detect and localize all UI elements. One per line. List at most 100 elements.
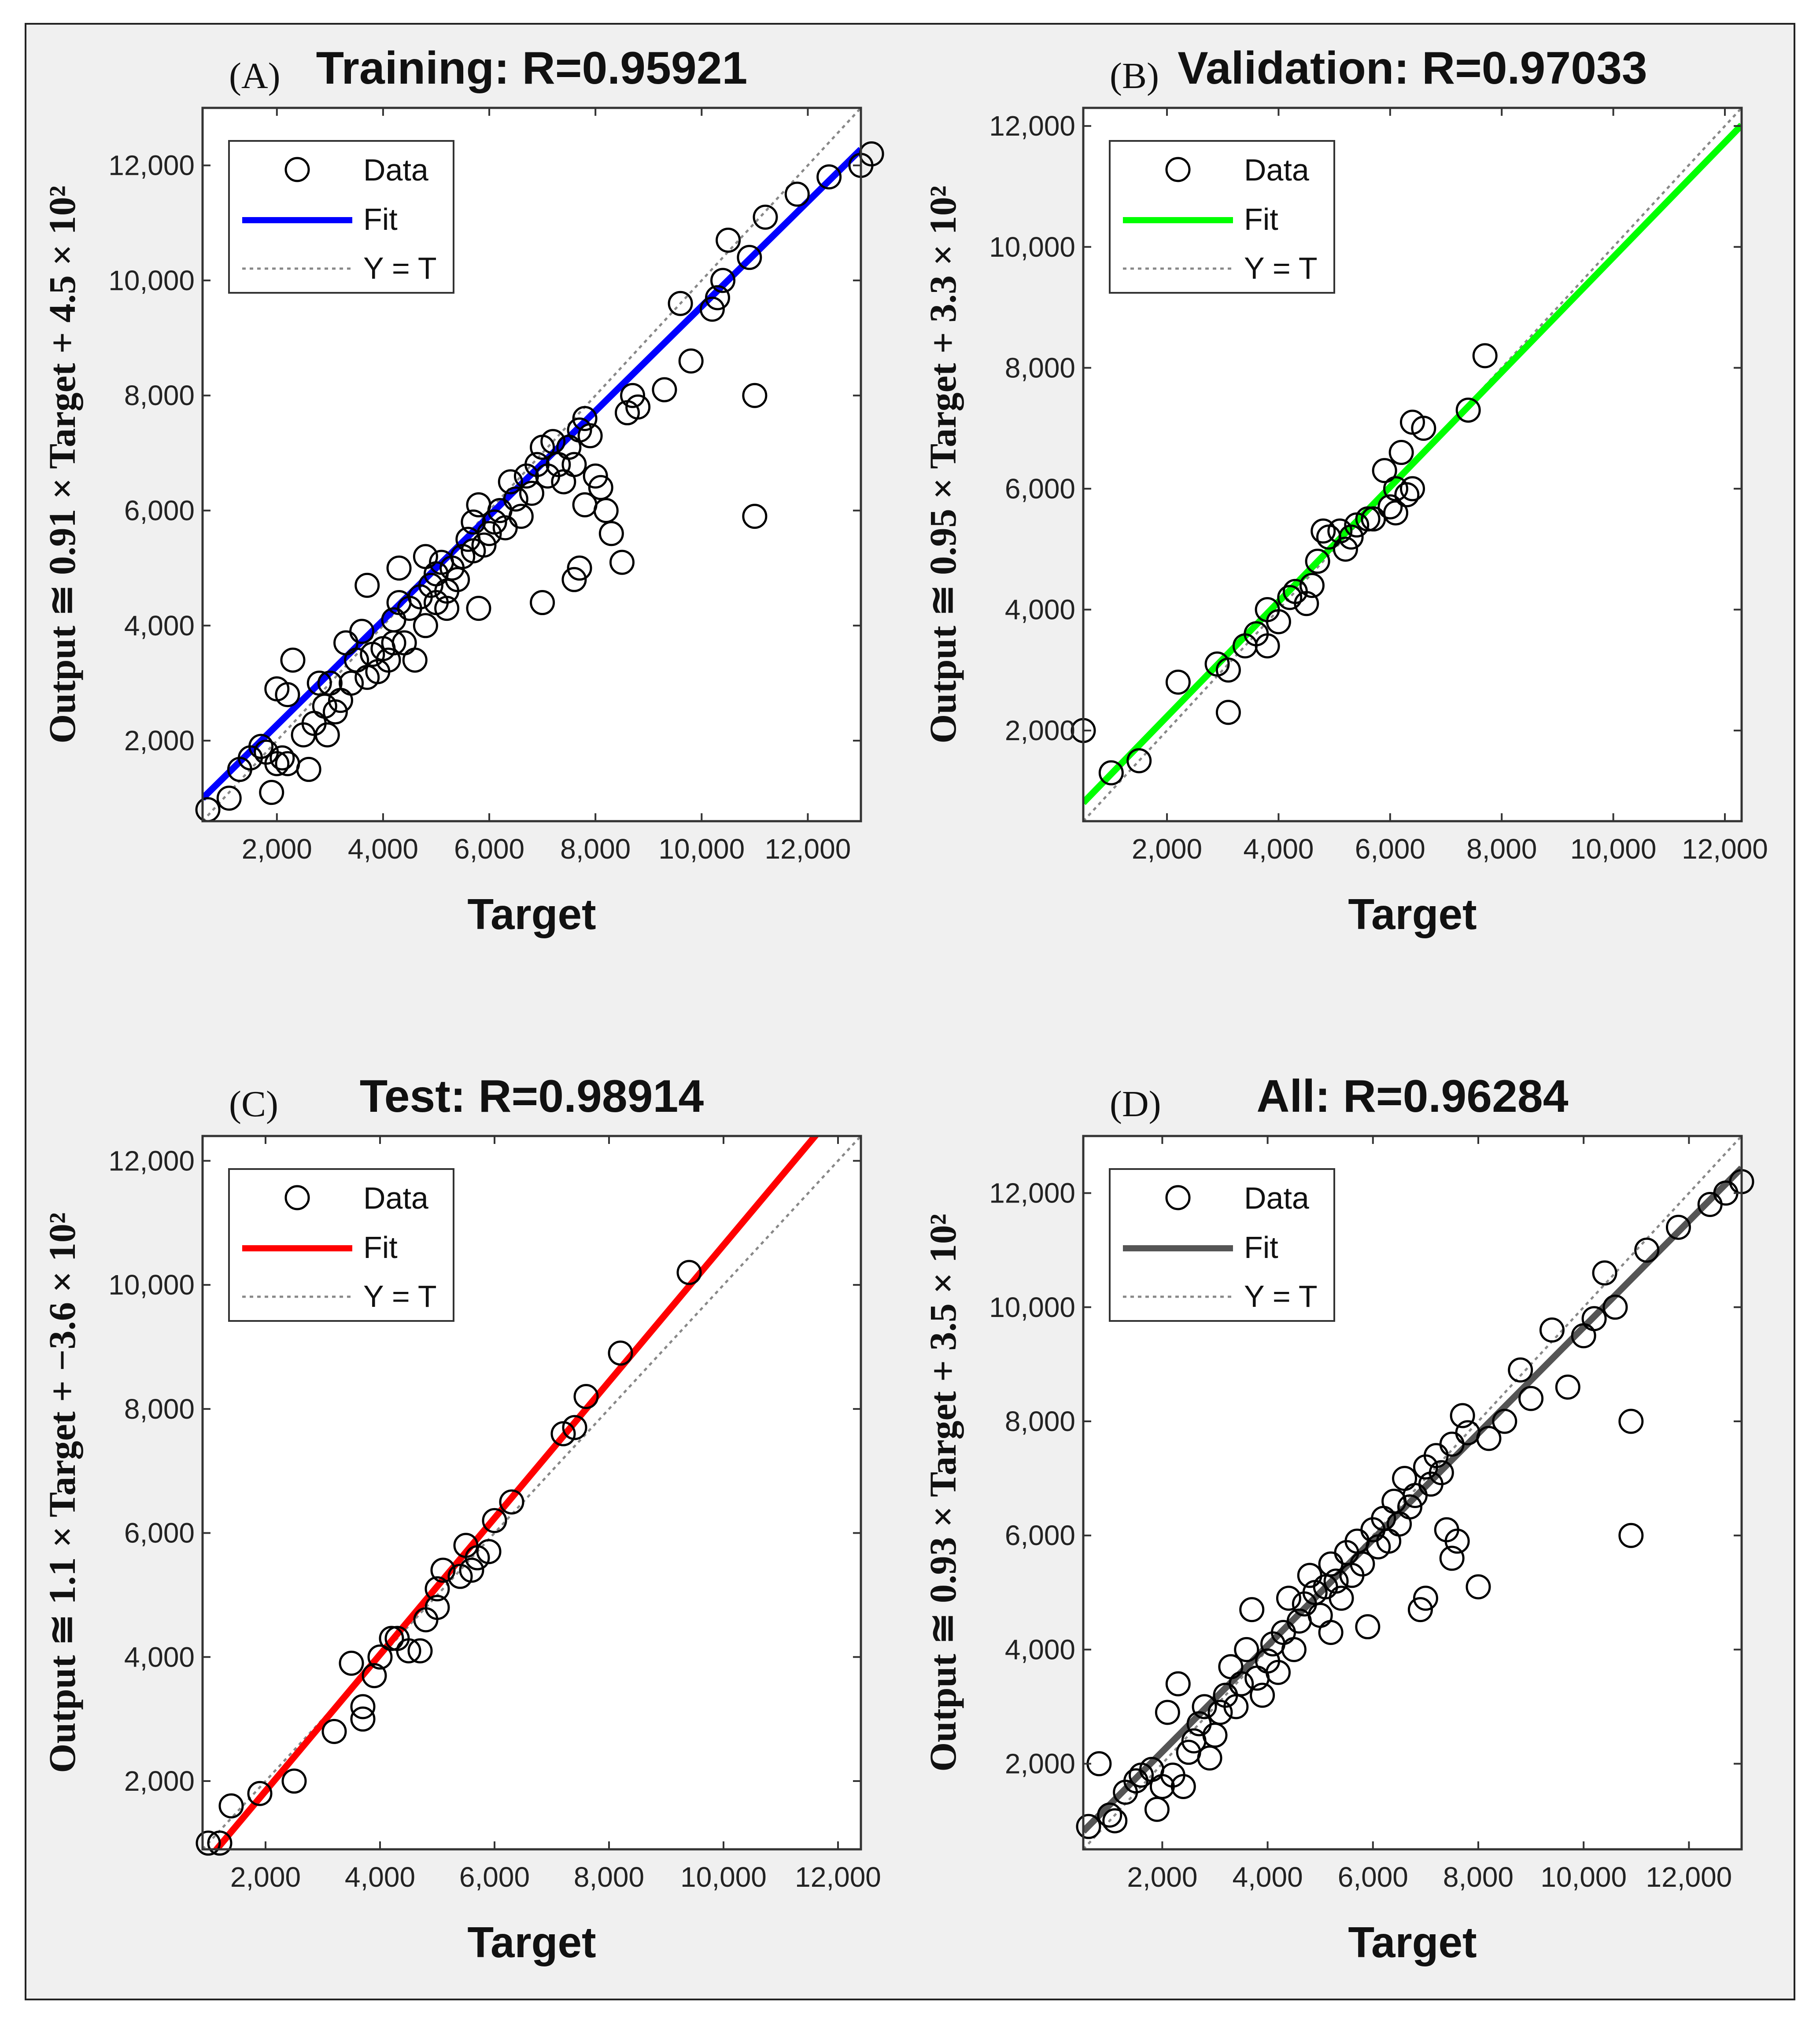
data-point bbox=[281, 1768, 307, 1794]
data-point bbox=[652, 377, 677, 402]
data-point bbox=[396, 1638, 421, 1664]
data-point bbox=[1555, 1374, 1580, 1400]
y-tick-label: 2,000 bbox=[124, 725, 195, 756]
data-point bbox=[1165, 1671, 1191, 1697]
data-point bbox=[248, 734, 274, 759]
data-point bbox=[1455, 397, 1481, 423]
data-point bbox=[445, 567, 470, 592]
data-point bbox=[499, 1489, 524, 1515]
data-point bbox=[1618, 1409, 1644, 1434]
data-point bbox=[1508, 1357, 1533, 1383]
data-point bbox=[1492, 1409, 1517, 1434]
axes-border bbox=[201, 107, 862, 823]
identity-line bbox=[203, 108, 861, 821]
x-tick-label: 12,000 bbox=[1646, 1861, 1732, 1893]
data-point bbox=[1165, 669, 1191, 695]
y-axis-label: Output ≅ 0.91 × Target + 4.5 × 10² bbox=[41, 185, 83, 743]
data-point bbox=[1634, 1237, 1660, 1263]
legend-marker-icon bbox=[1165, 1185, 1191, 1210]
data-point bbox=[550, 1421, 576, 1446]
data-point bbox=[1294, 591, 1319, 616]
data-points bbox=[195, 141, 884, 823]
data-point bbox=[354, 572, 380, 598]
legend: Data Fit Y = T bbox=[1109, 140, 1335, 294]
chart-title: Training: R=0.95921 bbox=[316, 43, 748, 94]
y-tick-label: 8,000 bbox=[1005, 1405, 1075, 1437]
data-point bbox=[471, 532, 497, 558]
panel-a: 2,000 4,000 6,000 8,000 10,000 12,000 2,000 4,0… bbox=[41, 43, 884, 938]
data-point bbox=[275, 682, 300, 708]
panel-label: (C) bbox=[229, 1084, 278, 1125]
data-point bbox=[465, 1545, 490, 1571]
data-point bbox=[1444, 1528, 1470, 1554]
identity-line bbox=[1083, 1136, 1742, 1849]
data-point bbox=[447, 1564, 473, 1589]
data-point bbox=[434, 596, 460, 621]
data-point bbox=[1126, 748, 1152, 774]
identity-line bbox=[1083, 108, 1742, 821]
data-point bbox=[264, 751, 290, 776]
data-point bbox=[1277, 585, 1303, 610]
data-point bbox=[572, 406, 598, 431]
x-tick-label: 10,000 bbox=[680, 1861, 767, 1893]
legend: Data Fit Y = T bbox=[228, 1168, 454, 1322]
data-point bbox=[425, 1595, 450, 1620]
y-tick-label: 10,000 bbox=[108, 265, 195, 296]
data-point bbox=[737, 245, 762, 270]
x-tick-label: 10,000 bbox=[1570, 833, 1657, 865]
data-point bbox=[1581, 1306, 1607, 1332]
panel-c: 2,000 4,000 6,000 8,000 10,000 12,000 2,000 4,0… bbox=[41, 1071, 881, 1966]
data-point bbox=[349, 619, 375, 644]
x-axis-label: Target bbox=[1348, 1918, 1477, 1966]
data-point bbox=[425, 1576, 450, 1601]
identity-line bbox=[203, 1136, 861, 1849]
data-point bbox=[350, 1694, 376, 1719]
data-point bbox=[218, 1793, 244, 1818]
legend: Data Fit Y = T bbox=[228, 140, 454, 294]
data-point bbox=[1076, 1814, 1101, 1839]
data-point bbox=[1592, 1260, 1617, 1286]
panel-label: (B) bbox=[1110, 55, 1159, 96]
panel-label: (D) bbox=[1110, 1084, 1161, 1125]
data-point bbox=[625, 394, 651, 420]
x-tick-label: 2,000 bbox=[1127, 1861, 1197, 1893]
data-point bbox=[593, 498, 619, 524]
x-tick-label: 4,000 bbox=[345, 1861, 415, 1893]
fit-line bbox=[212, 1136, 820, 1849]
data-point bbox=[1355, 1614, 1381, 1640]
axes-border bbox=[1082, 107, 1743, 823]
y-tick-label: 12,000 bbox=[989, 1177, 1075, 1209]
chart-title: Validation: R=0.97033 bbox=[1178, 43, 1647, 94]
data-point bbox=[1518, 1386, 1544, 1411]
data-point bbox=[1097, 1802, 1122, 1828]
legend-marker-icon bbox=[284, 157, 310, 182]
data-point bbox=[1266, 1660, 1291, 1685]
legend-label-fit: Fit bbox=[363, 202, 398, 236]
data-point bbox=[1472, 343, 1498, 369]
data-point bbox=[1539, 1317, 1565, 1343]
y-tick-label: 10,000 bbox=[108, 1269, 195, 1301]
chart-title: Test: R=0.98914 bbox=[360, 1071, 704, 1122]
legend-label-fit: Fit bbox=[1244, 1230, 1278, 1265]
legend-label-identity: Y = T bbox=[1244, 251, 1318, 285]
y-tick-label: 8,000 bbox=[1005, 352, 1075, 384]
data-point bbox=[540, 429, 566, 454]
data-point bbox=[376, 647, 401, 673]
data-point bbox=[339, 1650, 364, 1676]
panel-label: (A) bbox=[229, 55, 281, 96]
y-tick-label: 12,000 bbox=[989, 110, 1075, 142]
legend-label-data: Data bbox=[363, 153, 428, 187]
data-point bbox=[339, 670, 364, 696]
data-point bbox=[407, 1638, 433, 1664]
data-point bbox=[1311, 518, 1336, 544]
x-tick-label: 6,000 bbox=[1355, 833, 1425, 865]
data-point bbox=[609, 550, 635, 575]
y-tick-label: 4,000 bbox=[1005, 594, 1075, 625]
x-tick-label: 12,000 bbox=[765, 833, 851, 865]
data-point bbox=[678, 348, 704, 374]
data-point bbox=[1476, 1426, 1502, 1451]
data-points bbox=[1076, 1169, 1754, 1839]
data-point bbox=[1388, 440, 1414, 465]
fit-line bbox=[1083, 122, 1742, 805]
data-point bbox=[296, 756, 321, 782]
